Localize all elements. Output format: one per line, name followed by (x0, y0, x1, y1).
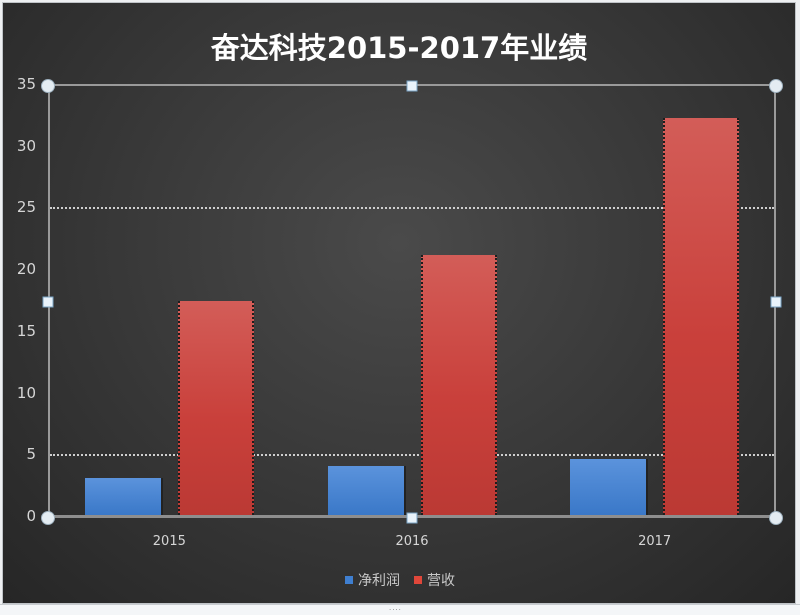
gridline (50, 207, 774, 210)
bar-revenue[interactable] (663, 117, 740, 515)
resize-handle-top-left[interactable] (41, 79, 55, 93)
legend-item-revenue[interactable]: 营收 (414, 570, 455, 590)
y-tick-label: 10 (16, 383, 36, 402)
y-tick-label: 35 (16, 75, 36, 93)
sheet-strip (0, 604, 800, 615)
y-tick-label: 20 (16, 260, 36, 279)
bar-net-profit[interactable] (570, 459, 647, 515)
resize-handle-bottom-left[interactable] (41, 511, 55, 525)
resize-handle-bottom-right[interactable] (769, 511, 783, 525)
y-tick-label: 25 (16, 198, 36, 217)
resize-handle-right[interactable] (770, 296, 782, 308)
legend-swatch-red-icon (414, 576, 422, 584)
x-tick-label: 2017 (638, 534, 672, 549)
legend-swatch-blue-icon (345, 576, 353, 584)
legend-item-net-profit[interactable]: 净利润 (345, 570, 400, 590)
legend-label: 净利润 (358, 573, 400, 589)
y-tick-label: 5 (26, 445, 36, 464)
chart-legend[interactable]: 净利润 营收 (0, 570, 800, 590)
resize-handle-top[interactable] (406, 80, 418, 92)
x-tick-label: 2015 (152, 534, 186, 549)
y-tick-label: 30 (16, 136, 36, 155)
plot-area[interactable] (48, 84, 776, 518)
x-tick-label: 2016 (395, 534, 429, 549)
y-tick-label: 15 (16, 321, 36, 340)
gridline (50, 454, 774, 457)
y-tick-label: 0 (26, 507, 36, 525)
bar-net-profit[interactable] (327, 465, 404, 515)
resize-grip-icon[interactable]: ···· (389, 606, 402, 614)
chart-title[interactable]: 奋达科技2015-2017年业绩 (210, 31, 588, 65)
bar-revenue[interactable] (420, 254, 497, 515)
bar-revenue[interactable] (178, 301, 254, 515)
resize-handle-top-right[interactable] (769, 79, 783, 93)
resize-handle-left[interactable] (42, 296, 54, 308)
bar-net-profit[interactable] (85, 477, 161, 515)
resize-handle-bottom[interactable] (406, 512, 418, 524)
legend-label: 营收 (427, 573, 455, 589)
